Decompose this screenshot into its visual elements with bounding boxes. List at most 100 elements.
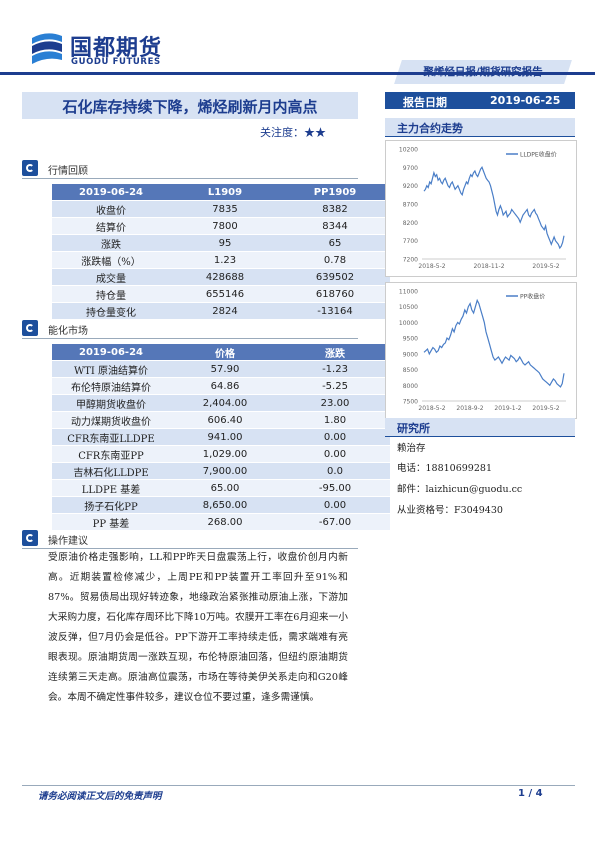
value-cell: 7800 <box>170 217 280 235</box>
researcher-license: 从业资格号：F3049430 <box>397 505 503 516</box>
value-cell: 0.00 <box>280 428 390 446</box>
value-cell: 0.00 <box>280 445 390 463</box>
research-header: 研究所 <box>385 418 575 437</box>
table-row: 涨跌幅（%） 1.23 0.78 <box>52 251 390 269</box>
y-tick-label: 8000 <box>403 383 418 390</box>
row-label-cell: PP 基差 <box>52 513 170 531</box>
row-label-cell: LLDPE 基差 <box>52 479 170 497</box>
value-cell: 1.80 <box>280 411 390 429</box>
report-date-label: 报告日期 <box>403 96 447 109</box>
table-row: 动力煤期货收盘价 606.40 1.80 <box>52 411 390 429</box>
focus-rating: 关注度：★★ <box>260 126 326 139</box>
table-row: 布伦特原油结算价 64.86 -5.25 <box>52 377 390 395</box>
value-cell: 65.00 <box>170 479 280 497</box>
row-label-cell: 扬子石化PP <box>52 496 170 514</box>
x-tick-label: 2018-5-2 <box>418 405 445 412</box>
value-cell: 8344 <box>280 217 390 235</box>
guodu-logo-icon <box>32 33 62 64</box>
x-tick-label: 2018-5-2 <box>418 263 445 270</box>
table-row: CFR东南亚LLDPE 941.00 0.00 <box>52 428 390 446</box>
header-divider <box>0 72 595 75</box>
table-row: PP 基差 268.00 -67.00 <box>52 513 390 531</box>
y-tick-label: 10200 <box>399 147 418 154</box>
row-label-cell: 布伦特原油结算价 <box>52 377 170 395</box>
y-tick-label: 9000 <box>403 351 418 358</box>
table-row: 收盘价 7835 8382 <box>52 200 390 218</box>
pp-chart-box: 7500 8000 8500 9000 9500 10000 10500 11000 2018-… <box>385 282 577 419</box>
value-cell: 655146 <box>170 285 280 303</box>
table-row: CFR东南亚PP 1,029.00 0.00 <box>52 445 390 463</box>
disclaimer-note: 请务必阅读正文后的免责声明 <box>38 791 162 802</box>
value-cell: 606.40 <box>170 411 280 429</box>
value-cell: -1.23 <box>280 360 390 378</box>
table-row: 成交量 428688 639502 <box>52 268 390 286</box>
table-row: 扬子石化PP 8,650.00 0.00 <box>52 496 390 514</box>
value-cell: 941.00 <box>170 428 280 446</box>
row-label-cell: 持仓量变化 <box>52 302 170 320</box>
value-cell: 8,650.00 <box>170 496 280 514</box>
x-tick-label: 2019-5-2 <box>532 405 559 412</box>
price-series-line <box>423 298 565 388</box>
title-banner <box>22 92 358 119</box>
row-label-cell: 涨跌幅（%） <box>52 251 170 269</box>
value-cell: 428688 <box>170 268 280 286</box>
x-tick-label: 2019-5-2 <box>532 263 559 270</box>
value-cell: 618760 <box>280 285 390 303</box>
x-tick-label: 2018-11-2 <box>473 263 504 270</box>
y-tick-label: 9200 <box>403 183 418 190</box>
value-cell: 8382 <box>280 200 390 218</box>
table-header-cell: 2019-06-24 <box>52 344 170 361</box>
table-row: 结算价 7800 8344 <box>52 217 390 235</box>
table-header-row: 2019-06-24 L1909 PP1909 <box>52 184 390 201</box>
brand-name: 国都期货 <box>70 36 163 61</box>
value-cell: 1,029.00 <box>170 445 280 463</box>
y-tick-label: 7200 <box>403 257 418 264</box>
value-cell: 268.00 <box>170 513 280 531</box>
y-tick-label: 11000 <box>399 289 418 296</box>
value-cell: 65 <box>280 234 390 252</box>
legend-label: PP收盘价 <box>520 293 545 301</box>
value-cell: -67.00 <box>280 513 390 531</box>
y-tick-label: 9500 <box>403 336 418 343</box>
row-label-cell: 涨跌 <box>52 234 170 252</box>
page-number: 1 / 4 <box>518 788 543 799</box>
value-cell: 57.90 <box>170 360 280 378</box>
value-cell: -95.00 <box>280 479 390 497</box>
value-cell: 2824 <box>170 302 280 320</box>
row-label-cell: 持仓量 <box>52 285 170 303</box>
review-section-header: 行情回顾 <box>22 160 358 179</box>
value-cell: -5.25 <box>280 377 390 395</box>
x-tick-label: 2019-1-2 <box>494 405 521 412</box>
pp-price-chart: 7500 8000 8500 9000 9500 10000 10500 11000 2018-… <box>399 289 566 412</box>
contract-trend-title: 主力合约走势 <box>397 122 463 135</box>
market-section-header: 能化市场 <box>22 320 358 339</box>
price-series-line <box>423 166 565 250</box>
operation-section-title: 操作建议 <box>48 536 88 547</box>
value-cell: 0.00 <box>280 496 390 514</box>
value-cell: 1.23 <box>170 251 280 269</box>
contract-trend-header: 主力合约走势 <box>385 118 575 137</box>
table-row: 吉林石化LLDPE 7,900.00 0.0 <box>52 462 390 480</box>
table-header-cell: PP1909 <box>280 184 390 201</box>
y-tick-label: 7500 <box>403 399 418 406</box>
y-tick-label: 7700 <box>403 238 418 245</box>
row-label-cell: CFR东南亚LLDPE <box>52 428 170 446</box>
researcher-email: 邮件：laizhicun@guodu.cc <box>397 484 523 495</box>
researcher-phone: 电话：18810699281 <box>397 463 492 474</box>
y-tick-label: 10000 <box>399 320 418 327</box>
lldpe-price-chart: 7200 7700 8200 8700 9200 9700 10200 2018-5-2 201… <box>399 147 566 270</box>
researcher-name: 赖治存 <box>397 443 426 454</box>
table-header-row: 2019-06-24 价格 涨跌 <box>52 344 390 361</box>
report-title: 石化库存持续下降，烯烃刷新月内高点 <box>62 98 318 116</box>
y-tick-label: 8200 <box>403 220 418 227</box>
y-tick-label: 8500 <box>403 367 418 374</box>
value-cell: -13164 <box>280 302 390 320</box>
legend-label: LLDPE收盘价 <box>520 151 557 159</box>
table-row: 甲醇期货收盘价 2,404.00 23.00 <box>52 394 390 412</box>
market-table: 2019-06-24 价格 涨跌 WTI 原油结算价 57.90 -1.23 布伦特原… <box>52 344 390 531</box>
table-row: LLDPE 基差 65.00 -95.00 <box>52 479 390 497</box>
report-date-value: 2019-06-25 <box>490 94 561 107</box>
table-header-cell: L1909 <box>170 184 280 201</box>
value-cell: 23.00 <box>280 394 390 412</box>
value-cell: 95 <box>170 234 280 252</box>
